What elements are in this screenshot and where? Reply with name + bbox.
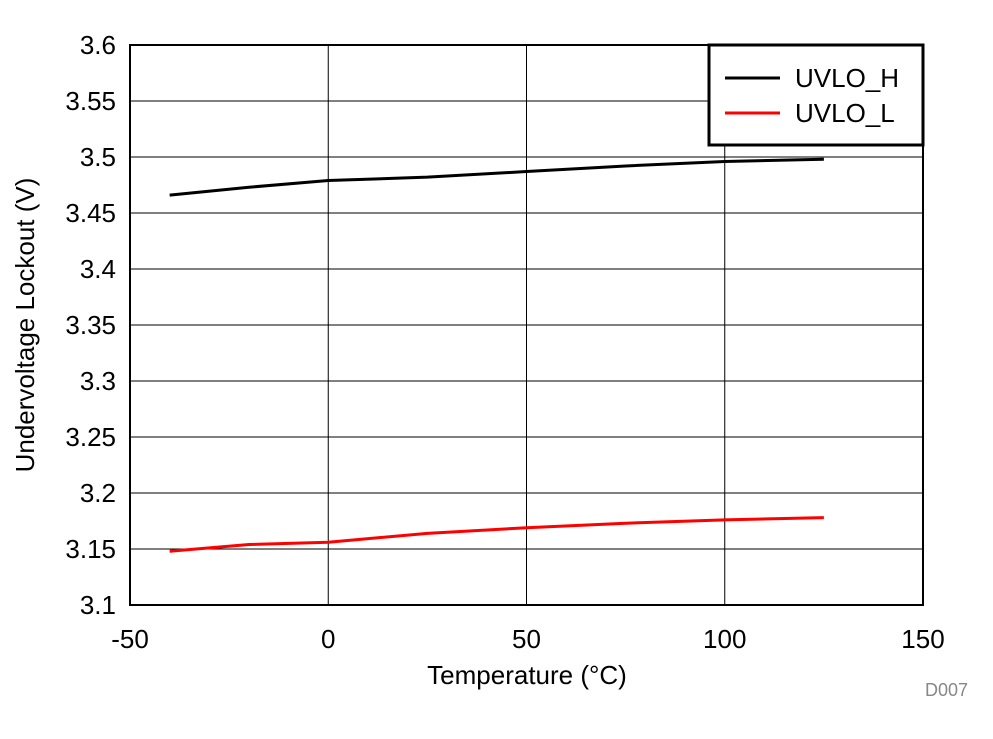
- legend: UVLO_H UVLO_L: [707, 43, 925, 147]
- x-tick-label: 150: [901, 624, 944, 654]
- x-tick-label: 100: [703, 624, 746, 654]
- y-tick-label: 3.6: [80, 30, 116, 60]
- y-tick-label: 3.3: [80, 366, 116, 396]
- y-tick-label: 3.15: [65, 534, 116, 564]
- y-tick-label: 3.25: [65, 422, 116, 452]
- y-tick-label: 3.55: [65, 86, 116, 116]
- y-tick-label: 3.35: [65, 310, 116, 340]
- y-tick-label: 3.45: [65, 198, 116, 228]
- series-lines: [169, 157, 824, 553]
- y-tick-labels: 3.1 3.15 3.2 3.25 3.3 3.35 3.4 3.45 3.5 3.55 3.6: [65, 30, 116, 620]
- legend-label-uvlo-l: UVLO_L: [795, 98, 895, 128]
- x-tick-labels: -50 0 50 100 150: [111, 624, 944, 654]
- series-line-uvlo-h: [169, 157, 824, 197]
- legend-box: [707, 43, 925, 147]
- x-tick-label: -50: [111, 624, 149, 654]
- y-tick-label: 3.4: [80, 254, 116, 284]
- figure-id: D007: [925, 680, 968, 700]
- y-tick-label: 3.1: [80, 590, 116, 620]
- x-tick-label: 0: [321, 624, 335, 654]
- series-line-uvlo-l: [169, 516, 824, 553]
- y-axis-label: Undervoltage Lockout (V): [10, 178, 40, 473]
- legend-label-uvlo-h: UVLO_H: [795, 63, 899, 93]
- y-tick-label: 3.2: [80, 478, 116, 508]
- x-axis-label: Temperature (°C): [427, 660, 627, 690]
- plot-frame: [129, 44, 924, 606]
- y-tick-label: 3.5: [80, 142, 116, 172]
- x-tick-label: 50: [512, 624, 541, 654]
